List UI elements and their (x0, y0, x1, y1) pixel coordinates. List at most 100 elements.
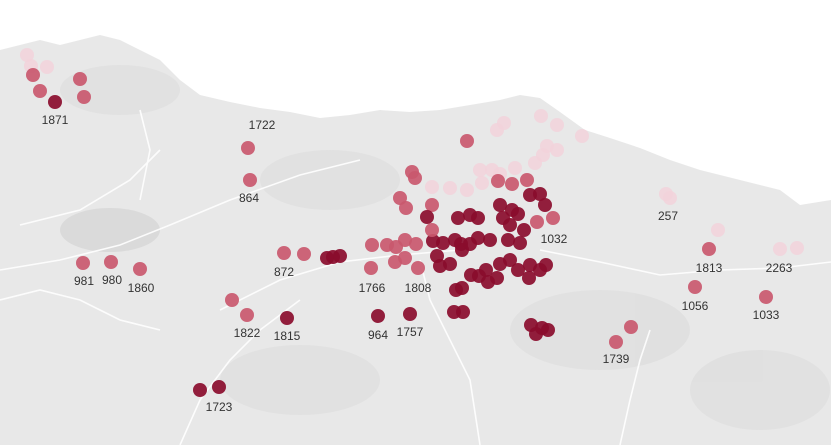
map-point[interactable] (364, 261, 378, 275)
map-point[interactable] (528, 156, 542, 170)
map-point[interactable] (517, 223, 531, 237)
map-point[interactable] (511, 207, 525, 221)
map-point[interactable] (193, 383, 207, 397)
map-point[interactable] (483, 233, 497, 247)
map-point[interactable] (550, 143, 564, 157)
map-point[interactable] (550, 118, 564, 132)
map-point[interactable] (473, 163, 487, 177)
map-point[interactable] (511, 263, 525, 277)
map-point[interactable] (541, 323, 555, 337)
map-point[interactable] (490, 271, 504, 285)
map-point[interactable] (460, 183, 474, 197)
map-point[interactable] (533, 187, 547, 201)
map-point[interactable] (48, 95, 62, 109)
value-labels: 1871 1722 864 257 1032 1813 2263 981 980… (42, 113, 793, 414)
map-point[interactable] (530, 215, 544, 229)
map-point[interactable] (225, 293, 239, 307)
map-point[interactable] (409, 237, 423, 251)
label-1860: 1860 (128, 281, 155, 295)
map-point[interactable] (520, 173, 534, 187)
map-point[interactable] (20, 48, 34, 62)
map-point[interactable] (513, 236, 527, 250)
map-point[interactable] (240, 308, 254, 322)
label-1813: 1813 (696, 261, 723, 275)
map-point[interactable] (403, 307, 417, 321)
label-1766: 1766 (359, 281, 386, 295)
map-point[interactable] (493, 198, 507, 212)
map-point[interactable] (443, 181, 457, 195)
label-980: 980 (102, 273, 122, 287)
map-point[interactable] (104, 255, 118, 269)
map-point[interactable] (688, 280, 702, 294)
map-point[interactable] (241, 141, 255, 155)
label-1757: 1757 (397, 325, 424, 339)
map-point[interactable] (451, 211, 465, 225)
map-point[interactable] (508, 161, 522, 175)
map-point[interactable] (609, 335, 623, 349)
map-point[interactable] (277, 246, 291, 260)
label-1722: 1722 (249, 118, 276, 132)
map-point[interactable] (759, 290, 773, 304)
map-point[interactable] (33, 84, 47, 98)
map-point[interactable] (790, 241, 804, 255)
map-point[interactable] (398, 251, 412, 265)
map-point[interactable] (371, 309, 385, 323)
map-point[interactable] (380, 238, 394, 252)
map-point[interactable] (522, 271, 536, 285)
map-point[interactable] (534, 109, 548, 123)
map-point[interactable] (538, 198, 552, 212)
terrain (60, 65, 830, 430)
map-point[interactable] (471, 211, 485, 225)
label-964: 964 (368, 328, 388, 342)
map-point[interactable] (533, 263, 547, 277)
map-point[interactable] (365, 238, 379, 252)
map-point[interactable] (425, 223, 439, 237)
map-point[interactable] (243, 173, 257, 187)
map-point[interactable] (333, 249, 347, 263)
data-points (20, 48, 804, 397)
map-point[interactable] (503, 253, 517, 267)
map-point[interactable] (426, 234, 440, 248)
map-point[interactable] (575, 129, 589, 143)
map-point[interactable] (212, 380, 226, 394)
map-point[interactable] (711, 223, 725, 237)
map-point[interactable] (26, 68, 40, 82)
map-point[interactable] (456, 305, 470, 319)
map-point[interactable] (133, 262, 147, 276)
map-point[interactable] (399, 201, 413, 215)
label-1056: 1056 (682, 299, 709, 313)
map-point[interactable] (408, 171, 422, 185)
map-point[interactable] (501, 233, 515, 247)
map-point[interactable] (425, 180, 439, 194)
map-point[interactable] (505, 177, 519, 191)
map-point[interactable] (448, 233, 462, 247)
map-point[interactable] (411, 261, 425, 275)
map-point[interactable] (497, 116, 511, 130)
map-point[interactable] (73, 72, 87, 86)
map-point[interactable] (425, 198, 439, 212)
map-point[interactable] (297, 247, 311, 261)
map-point[interactable] (40, 60, 54, 74)
map-point[interactable] (280, 311, 294, 325)
map-point[interactable] (76, 256, 90, 270)
map-point[interactable] (479, 263, 493, 277)
label-872: 872 (274, 265, 294, 279)
map-point[interactable] (455, 281, 469, 295)
map-point[interactable] (491, 174, 505, 188)
map-point[interactable] (420, 210, 434, 224)
label-981: 981 (74, 274, 94, 288)
map-point[interactable] (475, 176, 489, 190)
map-point[interactable] (773, 242, 787, 256)
map-point[interactable] (455, 243, 469, 257)
map-point[interactable] (460, 134, 474, 148)
map-point[interactable] (702, 242, 716, 256)
map-point[interactable] (663, 191, 677, 205)
label-1739: 1739 (603, 352, 630, 366)
map-point[interactable] (624, 320, 638, 334)
map-point[interactable] (503, 218, 517, 232)
map-point[interactable] (443, 257, 457, 271)
map-point[interactable] (77, 90, 91, 104)
map-point[interactable] (546, 211, 560, 225)
